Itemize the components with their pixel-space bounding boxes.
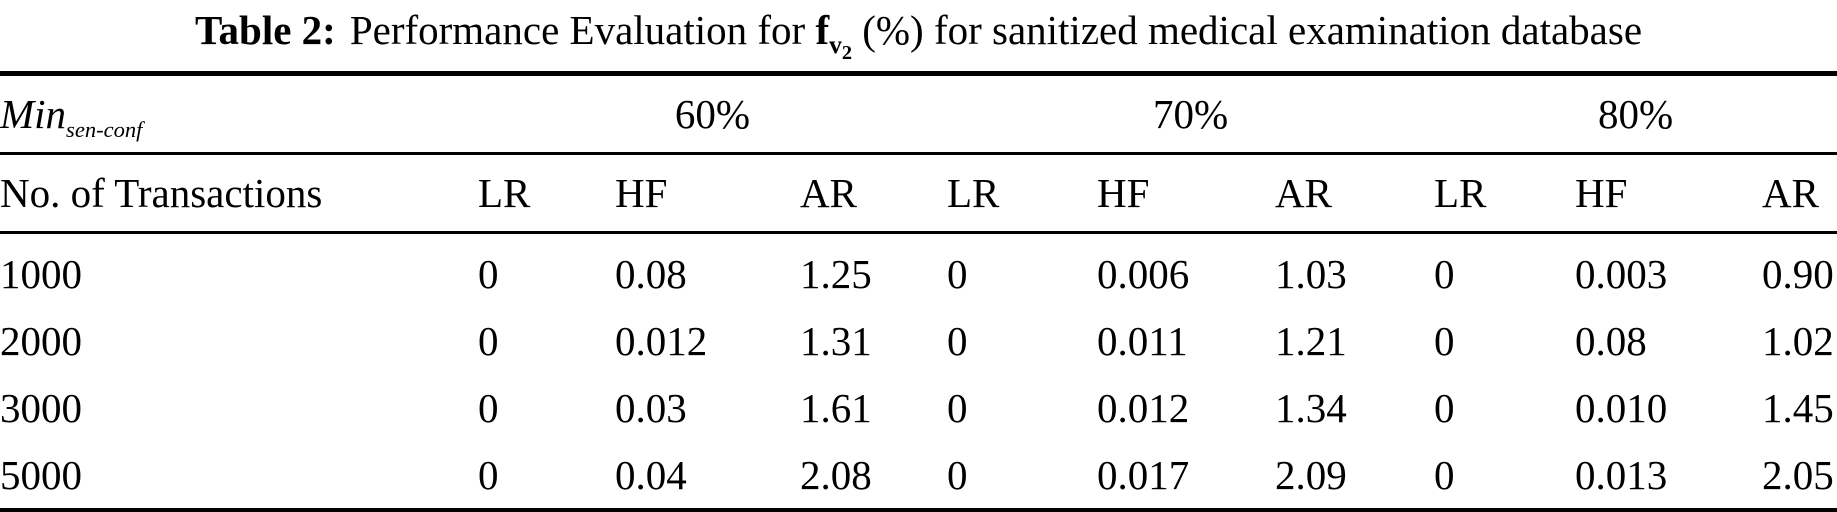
table-caption: Table 2: Performance Evaluation for fv2 (…	[0, 0, 1837, 65]
value-cell: 1.34	[1275, 384, 1347, 431]
value-cell: 0.017	[1097, 451, 1190, 498]
group-header-60: 60%	[478, 73, 948, 155]
value-cell: 1.61	[800, 384, 872, 431]
value-cell: 1.02	[1762, 317, 1834, 364]
value-cell: 0	[1434, 250, 1455, 297]
value-cell: 0	[478, 384, 499, 431]
value-cell: 0	[947, 250, 968, 297]
value-cell: 0.006	[1097, 250, 1190, 297]
value-cell: 0.013	[1575, 451, 1668, 498]
table-row: 3000 0 0.03 1.61 0 0.012 1.34 0 0.010 1.…	[0, 374, 1837, 441]
group-header-80: 80%	[1434, 73, 1837, 155]
min-sen-conf-header: Minsen-conf	[0, 73, 478, 155]
transactions-cell: 3000	[0, 384, 82, 431]
value-cell: 2.09	[1275, 451, 1347, 498]
column-header-lr-2: LR	[947, 153, 1098, 234]
table-row: 1000 0 0.08 1.25 0 0.006 1.03 0 0.003 0.…	[0, 233, 1837, 308]
value-cell: 0.012	[615, 317, 708, 364]
group-header-70: 70%	[947, 73, 1435, 155]
performance-table: Minsen-conf 60% 70% 80% No. of Transacti…	[0, 71, 1837, 512]
value-cell: 0.011	[1097, 317, 1188, 364]
value-cell: 0	[947, 451, 968, 498]
value-cell: 1.03	[1275, 250, 1347, 297]
value-cell: 0	[947, 317, 968, 364]
column-header-lr-1: LR	[478, 153, 615, 234]
column-header-ar-1: AR	[800, 153, 948, 234]
value-cell: 0	[1434, 317, 1455, 364]
column-header-row: No. of Transactions LR HF AR LR HF AR LR…	[0, 153, 1837, 234]
column-header-transactions: No. of Transactions	[0, 153, 478, 234]
value-cell: 0	[1434, 384, 1455, 431]
transactions-cell: 2000	[0, 317, 82, 364]
table-caption-tail: (%) for sanitized medical examination da…	[862, 7, 1643, 53]
column-header-hf-3: HF	[1575, 153, 1763, 234]
value-cell: 0	[478, 250, 499, 297]
value-cell: 1.25	[800, 250, 872, 297]
transactions-cell: 5000	[0, 451, 82, 498]
value-cell: 0.010	[1575, 384, 1668, 431]
value-cell: 0	[947, 384, 968, 431]
value-cell: 2.08	[800, 451, 872, 498]
value-cell: 0.08	[615, 250, 687, 297]
value-cell: 0.012	[1097, 384, 1190, 431]
value-cell: 0	[1434, 451, 1455, 498]
f-symbol: fv2	[815, 7, 852, 65]
value-cell: 1.31	[800, 317, 872, 364]
column-header-ar-3: AR	[1762, 153, 1837, 234]
column-header-hf-2: HF	[1097, 153, 1276, 234]
transactions-cell: 1000	[0, 250, 82, 297]
value-cell: 2.05	[1762, 451, 1834, 498]
value-cell: 1.45	[1762, 384, 1834, 431]
group-header-row: Minsen-conf 60% 70% 80%	[0, 73, 1837, 155]
column-header-hf-1: HF	[615, 153, 800, 234]
value-cell: 0	[478, 317, 499, 364]
column-header-ar-2: AR	[1275, 153, 1435, 234]
value-cell: 0.08	[1575, 317, 1647, 364]
value-cell: 0	[478, 451, 499, 498]
table-caption-label: Table 2:	[194, 7, 336, 53]
value-cell: 0.04	[615, 451, 687, 498]
table-row: 2000 0 0.012 1.31 0 0.011 1.21 0 0.08 1.…	[0, 307, 1837, 374]
value-cell: 0.003	[1575, 250, 1668, 297]
value-cell: 0.90	[1762, 250, 1834, 297]
value-cell: 1.21	[1275, 317, 1347, 364]
min-sen-conf-label: Minsen-conf	[0, 91, 143, 143]
column-header-lr-3: LR	[1434, 153, 1576, 234]
table-row: 5000 0 0.04 2.08 0 0.017 2.09 0 0.013 2.…	[0, 441, 1837, 511]
value-cell: 0.03	[615, 384, 687, 431]
table-caption-mid: Performance Evaluation for	[349, 7, 806, 53]
